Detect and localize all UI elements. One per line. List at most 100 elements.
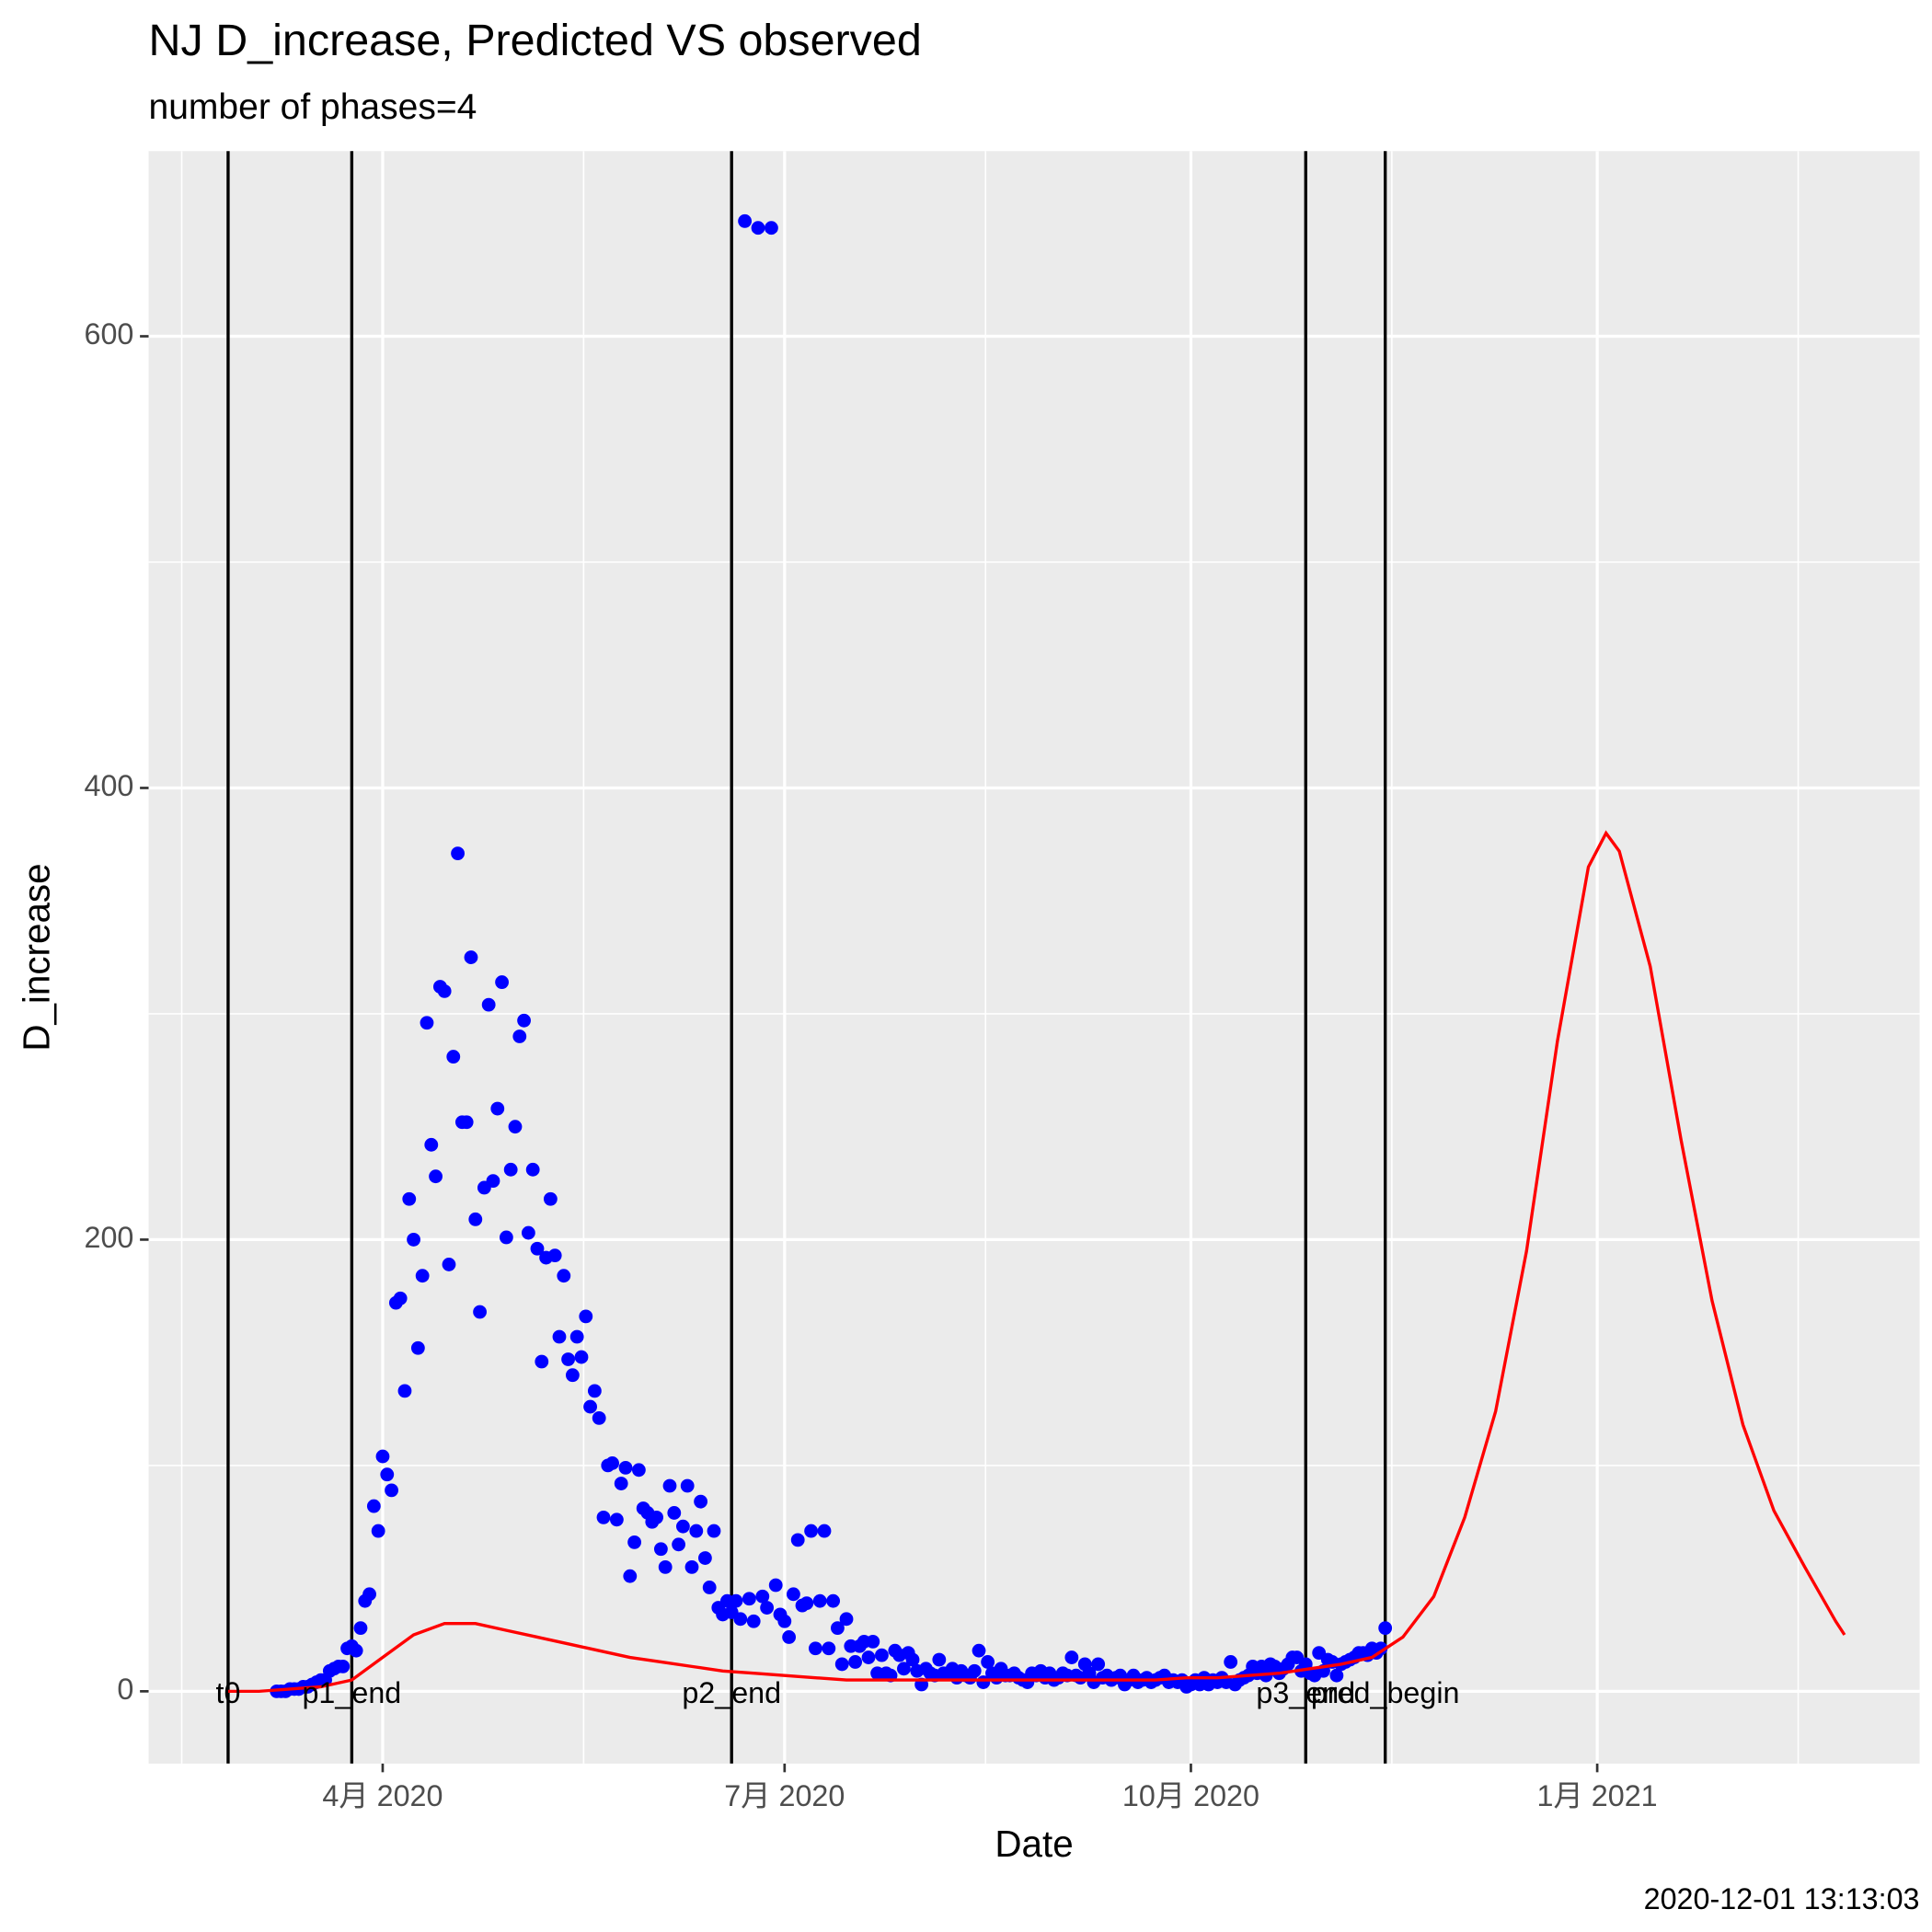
observed-point	[627, 1535, 641, 1549]
observed-point	[831, 1621, 845, 1636]
predicted-line	[227, 830, 1846, 1694]
observed-point	[675, 1519, 690, 1534]
observed-point	[366, 1499, 381, 1513]
observed-point	[557, 1269, 571, 1283]
observed-point	[733, 1612, 748, 1627]
observed-point	[875, 1648, 889, 1662]
observed-point	[353, 1621, 368, 1636]
observed-point	[697, 1551, 712, 1565]
observed-point	[694, 1494, 708, 1509]
x-tick-label: 4月 2020	[322, 1779, 443, 1812]
observed-point	[667, 1506, 682, 1520]
phase-label: p3_end	[1256, 1676, 1355, 1709]
observed-point	[614, 1477, 628, 1490]
observed-point	[547, 1248, 562, 1263]
observed-point	[565, 1368, 580, 1383]
observed-point	[407, 1233, 420, 1247]
y-tick-label: 400	[84, 769, 133, 802]
observed-point	[672, 1537, 686, 1552]
observed-point	[380, 1467, 395, 1482]
observed-point	[1374, 1641, 1388, 1656]
x-axis-title: Date	[995, 1823, 1073, 1865]
chart-title: NJ D_increase, Predicted VS observed	[149, 16, 922, 65]
observed-point	[468, 1212, 483, 1226]
observed-point	[499, 1230, 513, 1245]
observed-point	[490, 1101, 505, 1116]
observed-point	[809, 1641, 822, 1656]
observed-point	[839, 1612, 854, 1627]
observed-point	[495, 975, 509, 989]
observed-point	[609, 1512, 624, 1527]
observed-point	[826, 1593, 841, 1608]
observed-point	[787, 1587, 800, 1602]
observed-point	[486, 1174, 500, 1189]
observed-point	[362, 1587, 376, 1602]
observed-point	[569, 1329, 584, 1344]
observed-point	[623, 1569, 638, 1583]
observed-point	[512, 1029, 527, 1043]
observed-point	[385, 1483, 398, 1498]
observed-point	[658, 1559, 673, 1574]
y-axis-title: D_increase	[16, 863, 58, 1051]
observed-point	[1329, 1668, 1344, 1683]
observed-point	[429, 1169, 443, 1184]
observed-point	[751, 221, 765, 236]
observed-point	[861, 1650, 876, 1664]
observed-point	[932, 1652, 947, 1667]
observed-point	[393, 1291, 408, 1305]
observed-point	[834, 1657, 849, 1672]
observed-point	[561, 1352, 575, 1366]
observed-point	[446, 1050, 461, 1064]
observed-point	[618, 1460, 633, 1475]
observed-point	[402, 1191, 417, 1206]
observed-point	[415, 1269, 430, 1283]
y-tick-label: 200	[84, 1221, 133, 1254]
observed-point	[707, 1524, 721, 1538]
observed-point	[508, 1120, 523, 1134]
observed-point	[543, 1191, 558, 1206]
phase-label: p1_end	[302, 1676, 401, 1709]
observed-point	[574, 1350, 589, 1364]
chart-subtitle: number of phases=4	[149, 87, 477, 127]
observed-point	[981, 1655, 995, 1669]
observed-point	[459, 1115, 474, 1130]
observed-point	[397, 1384, 412, 1398]
observed-point	[552, 1329, 567, 1344]
observed-point	[848, 1655, 863, 1669]
observed-point	[765, 221, 778, 236]
observed-point	[897, 1662, 911, 1676]
observed-point	[592, 1410, 606, 1425]
observed-point	[755, 1589, 770, 1604]
observed-point	[689, 1524, 704, 1538]
observed-point	[653, 1542, 668, 1557]
observed-point	[1064, 1650, 1079, 1664]
observed-point	[804, 1524, 819, 1538]
observed-point	[336, 1659, 351, 1673]
observed-point	[420, 1016, 434, 1030]
observed-point	[680, 1478, 695, 1493]
caption: 2020-12-01 13:13:03	[1644, 1882, 1920, 1915]
phase-label: p2_end	[682, 1676, 781, 1709]
observed-point	[812, 1593, 827, 1608]
observed-point	[799, 1596, 814, 1611]
x-tick-label: 10月 2020	[1122, 1779, 1259, 1812]
observed-point	[587, 1384, 602, 1398]
phase-label: t0	[215, 1676, 240, 1709]
observed-point	[503, 1162, 518, 1177]
observed-point	[451, 846, 465, 861]
observed-point	[583, 1399, 597, 1414]
observed-point	[410, 1340, 425, 1355]
observed-point	[437, 983, 452, 998]
observed-point	[525, 1162, 540, 1177]
observed-point	[521, 1225, 535, 1240]
observed-point	[684, 1559, 699, 1574]
y-tick-label: 0	[117, 1673, 133, 1706]
observed-point	[738, 213, 753, 228]
observed-point	[866, 1634, 880, 1649]
observed-point	[371, 1524, 385, 1538]
observed-point	[746, 1614, 761, 1628]
observed-point	[777, 1614, 792, 1628]
observed-point	[729, 1593, 743, 1608]
observed-point	[822, 1641, 836, 1656]
